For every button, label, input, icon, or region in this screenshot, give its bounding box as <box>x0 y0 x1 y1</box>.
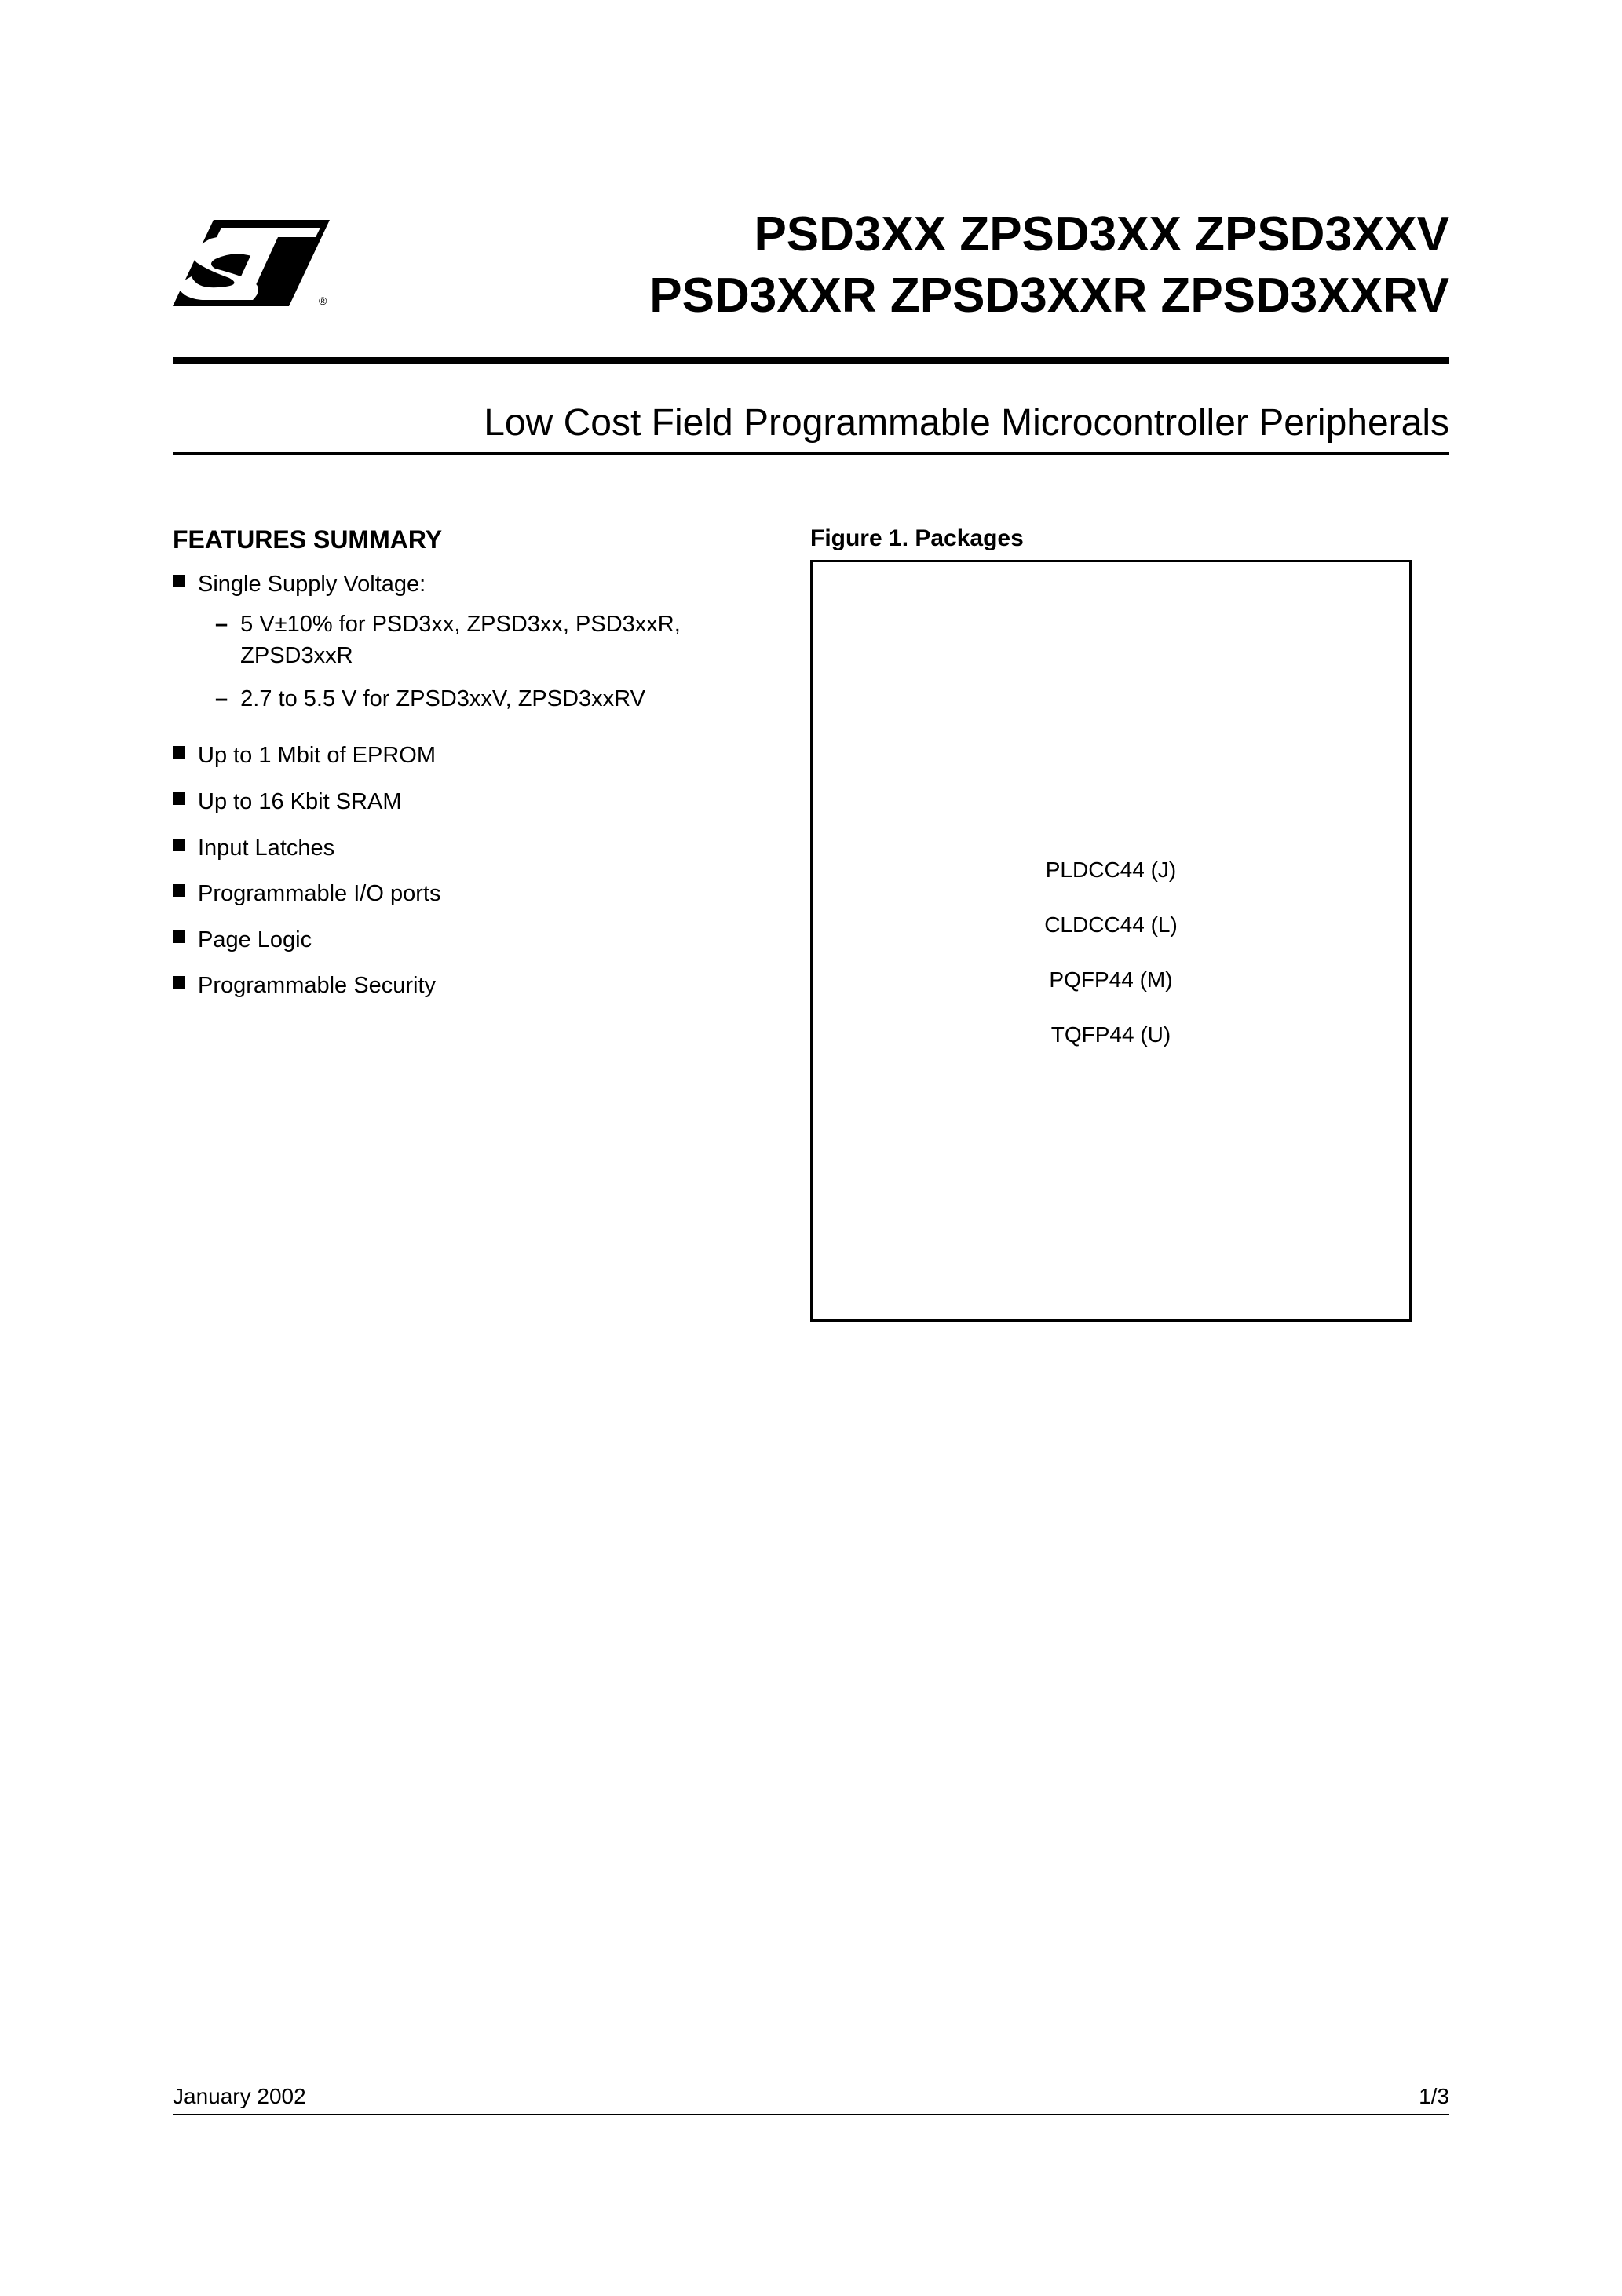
feature-subitem: – 2.7 to 5.5 V for ZPSD3xxV, ZPSD3xxRV <box>215 683 766 715</box>
subtitle-rule <box>173 452 1449 455</box>
feature-item: Page Logic <box>173 924 766 956</box>
feature-subitem-text: 2.7 to 5.5 V for ZPSD3xxV, ZPSD3xxRV <box>240 683 645 715</box>
square-bullet-icon <box>173 884 185 897</box>
figure-column: Figure 1. Packages PLDCC44 (J) CLDCC44 (… <box>810 525 1412 1322</box>
square-bullet-icon <box>173 746 185 759</box>
package-label: CLDCC44 (L) <box>1044 912 1178 938</box>
title-line-1: PSD3XX ZPSD3XX ZPSD3XXV <box>377 204 1449 265</box>
title-line-2: PSD3XXR ZPSD3XXR ZPSD3XXRV <box>377 265 1449 327</box>
feature-sublist: – 5 V±10% for PSD3xx, ZPSD3xx, PSD3xxR, … <box>198 609 766 715</box>
feature-label: Single Supply Voltage: <box>198 572 426 597</box>
square-bullet-icon <box>173 976 185 989</box>
page-footer: January 2002 1/3 <box>173 2084 1449 2115</box>
figure-title: Figure 1. Packages <box>810 525 1412 552</box>
feature-label: Input Latches <box>198 832 334 865</box>
square-bullet-icon <box>173 792 185 805</box>
footer-date: January 2002 <box>173 2084 306 2109</box>
feature-label: Up to 16 Kbit SRAM <box>198 786 402 818</box>
dash-bullet-icon: – <box>215 683 228 715</box>
feature-item: Up to 16 Kbit SRAM <box>173 786 766 818</box>
package-label: PQFP44 (M) <box>1049 967 1172 993</box>
feature-item: Input Latches <box>173 832 766 865</box>
document-title: PSD3XX ZPSD3XX ZPSD3XXV PSD3XXR ZPSD3XXR… <box>377 204 1449 326</box>
feature-subitem-text: 5 V±10% for PSD3xx, ZPSD3xx, PSD3xxR, ZP… <box>240 609 766 672</box>
feature-label: Page Logic <box>198 924 312 956</box>
features-list: Single Supply Voltage: – 5 V±10% for PSD… <box>173 569 766 1002</box>
dash-bullet-icon: – <box>215 609 228 641</box>
square-bullet-icon <box>173 930 185 943</box>
package-label: TQFP44 (U) <box>1051 1022 1171 1047</box>
features-heading: FEATURES SUMMARY <box>173 525 766 554</box>
footer-page-number: 1/3 <box>1419 2084 1449 2109</box>
header-row: ® PSD3XX ZPSD3XX ZPSD3XXV PSD3XXR ZPSD3X… <box>173 204 1449 326</box>
features-column: FEATURES SUMMARY Single Supply Voltage: … <box>173 525 766 1322</box>
footer-row: January 2002 1/3 <box>173 2084 1449 2115</box>
body-columns: FEATURES SUMMARY Single Supply Voltage: … <box>173 525 1449 1322</box>
figure-packages-box: PLDCC44 (J) CLDCC44 (L) PQFP44 (M) TQFP4… <box>810 560 1412 1322</box>
header-rule <box>173 357 1449 364</box>
square-bullet-icon <box>173 575 185 587</box>
feature-item: Programmable I/O ports <box>173 878 766 910</box>
feature-label: Programmable I/O ports <box>198 878 440 910</box>
datasheet-page: ® PSD3XX ZPSD3XX ZPSD3XXV PSD3XXR ZPSD3X… <box>0 0 1622 2296</box>
feature-item: Programmable Security <box>173 970 766 1002</box>
st-logo: ® <box>173 204 330 310</box>
feature-label: Up to 1 Mbit of EPROM <box>198 740 436 772</box>
svg-text:®: ® <box>319 294 327 306</box>
feature-item: Up to 1 Mbit of EPROM <box>173 740 766 772</box>
package-label: PLDCC44 (J) <box>1046 857 1176 883</box>
square-bullet-icon <box>173 839 185 851</box>
feature-content: Single Supply Voltage: – 5 V±10% for PSD… <box>198 569 766 726</box>
st-logo-svg: ® <box>173 220 330 306</box>
feature-label: Programmable Security <box>198 970 436 1002</box>
document-subtitle: Low Cost Field Programmable Microcontrol… <box>173 401 1449 444</box>
feature-item: Single Supply Voltage: – 5 V±10% for PSD… <box>173 569 766 726</box>
feature-subitem: – 5 V±10% for PSD3xx, ZPSD3xx, PSD3xxR, … <box>215 609 766 672</box>
